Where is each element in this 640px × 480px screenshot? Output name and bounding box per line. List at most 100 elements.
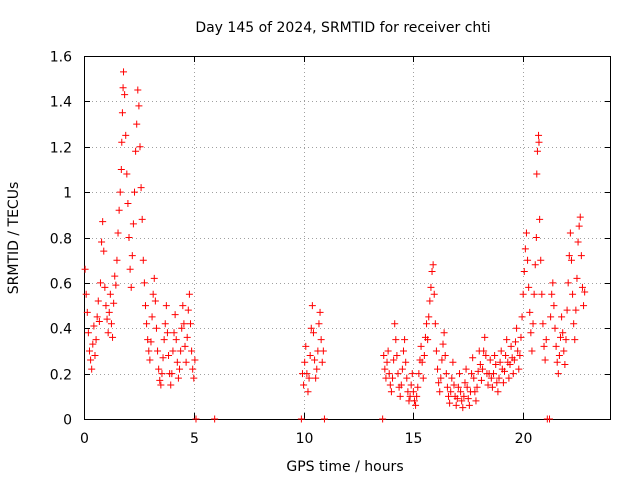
data-point — [528, 347, 536, 355]
data-point — [81, 265, 89, 273]
data-point — [454, 383, 462, 391]
data-point — [562, 336, 570, 344]
data-point — [191, 356, 199, 364]
data-point — [93, 313, 101, 321]
data-point — [318, 358, 326, 366]
data-point — [174, 374, 182, 382]
data-point — [453, 395, 461, 403]
data-point — [574, 238, 582, 246]
data-point — [141, 302, 149, 310]
data-point — [492, 361, 500, 369]
data-point — [577, 252, 585, 260]
data-point — [189, 365, 197, 373]
data-point — [432, 347, 440, 355]
data-point — [385, 370, 393, 378]
data-point — [311, 356, 319, 364]
data-point — [412, 401, 420, 409]
data-point — [182, 358, 190, 366]
data-point — [559, 329, 567, 337]
data-point — [487, 374, 495, 382]
data-point — [522, 229, 530, 237]
data-point — [477, 376, 485, 384]
data-point — [123, 170, 131, 178]
data-point — [391, 320, 399, 328]
data-point — [427, 283, 435, 291]
data-point — [149, 290, 157, 298]
x-tick-label: 15 — [405, 431, 423, 447]
data-point — [472, 397, 480, 405]
data-point — [513, 324, 521, 332]
data-point — [168, 370, 176, 378]
data-point — [156, 376, 164, 384]
data-point — [526, 308, 534, 316]
data-point — [468, 370, 476, 378]
data-point — [414, 383, 422, 391]
data-point — [401, 336, 409, 344]
data-point — [533, 147, 541, 155]
data-point — [117, 165, 125, 173]
data-point — [118, 138, 126, 146]
data-point — [535, 138, 543, 146]
data-point — [501, 367, 509, 375]
data-point — [536, 215, 544, 223]
data-point — [550, 302, 558, 310]
data-point — [505, 374, 513, 382]
axis-ticks: 0 0.2 0.4 0.6 0.8 1 1.2 1.4 1.6 0 5 10 15 20 — [50, 50, 611, 447]
data-point — [171, 311, 179, 319]
data-point — [517, 333, 525, 341]
data-point — [430, 290, 438, 298]
data-point — [154, 347, 162, 355]
data-point — [150, 274, 158, 282]
y-axis-label: SRMTID / TECUs — [6, 182, 22, 295]
data-point — [580, 302, 588, 310]
data-point — [556, 333, 564, 341]
data-point — [134, 86, 142, 94]
data-point — [190, 374, 198, 382]
data-point — [138, 215, 146, 223]
data-point — [390, 356, 398, 364]
data-point — [415, 370, 423, 378]
data-point — [473, 383, 481, 391]
data-point — [491, 351, 499, 359]
data-point — [443, 383, 451, 391]
data-point — [495, 374, 503, 382]
data-point — [104, 329, 112, 337]
data-point — [102, 302, 110, 310]
data-point — [408, 370, 416, 378]
data-point — [507, 342, 515, 350]
data-point — [136, 143, 144, 151]
data-point — [161, 320, 169, 328]
data-point — [524, 256, 532, 264]
data-point — [132, 147, 140, 155]
data-point — [547, 313, 555, 321]
data-point — [565, 252, 573, 260]
data-point — [510, 356, 518, 364]
data-point — [100, 247, 108, 255]
data-point — [449, 358, 457, 366]
data-point — [446, 399, 454, 407]
data-point — [116, 188, 124, 196]
data-point — [383, 358, 391, 366]
data-point — [129, 220, 137, 228]
data-point — [170, 329, 178, 337]
data-point — [96, 279, 104, 287]
data-point — [91, 351, 99, 359]
data-point — [181, 342, 189, 350]
data-point — [535, 131, 543, 139]
data-point — [165, 351, 173, 359]
data-point — [180, 320, 188, 328]
data-point — [538, 290, 546, 298]
data-point — [461, 379, 469, 387]
x-tick-label: 0 — [80, 431, 89, 447]
data-point — [564, 279, 572, 287]
data-point — [394, 370, 402, 378]
data-point — [525, 283, 533, 291]
data-point — [499, 379, 507, 387]
data-point — [539, 320, 547, 328]
data-point — [569, 290, 577, 298]
data-point — [575, 222, 583, 230]
data-point — [469, 354, 477, 362]
data-point — [118, 109, 126, 117]
data-point — [496, 358, 504, 366]
